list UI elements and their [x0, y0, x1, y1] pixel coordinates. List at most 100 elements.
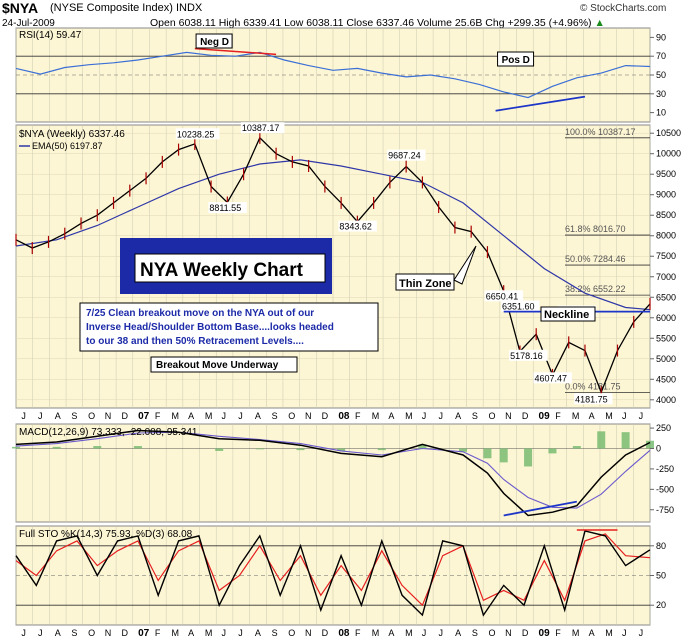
- macd-hist-bar: [296, 448, 305, 451]
- rsi-line: [15, 51, 651, 99]
- x-axis-label-bottom: S: [71, 628, 77, 638]
- price-label: 6650.41: [486, 291, 519, 301]
- x-axis-label-bottom: J: [622, 628, 627, 638]
- x-axis-label-bottom: M: [172, 628, 180, 638]
- x-axis-label: F: [155, 411, 161, 421]
- x-axis-label: J: [238, 411, 243, 421]
- price-tick-label: 7500: [656, 251, 676, 261]
- macd-hist-bar: [337, 448, 346, 451]
- symbol-desc: (NYSE Composite Index) INDX: [50, 2, 203, 14]
- note-line: to our 38 and then 50% Retracement Level…: [86, 336, 304, 347]
- neg-d-box: [195, 33, 233, 49]
- breakout-label: Breakout Move Underway: [156, 360, 279, 371]
- macd-hist-bar: [377, 448, 386, 451]
- x-axis-label-bottom: 07: [138, 628, 150, 639]
- copyright: © StockCharts.com: [580, 3, 667, 14]
- fib-label: 0.0% 4181.75: [565, 381, 621, 391]
- neg-d-label: Neg D: [200, 37, 229, 48]
- macd-hist-bar: [572, 446, 581, 449]
- macd-tick-label: 250: [656, 423, 671, 433]
- pos-d-box: [497, 51, 535, 67]
- x-axis-label-bottom: D: [121, 628, 128, 638]
- x-axis-label-bottom: J: [222, 628, 227, 638]
- macd-hist-bar: [255, 448, 264, 450]
- macd-hist-bar: [459, 448, 468, 452]
- sto-tick-label: 50: [656, 571, 666, 581]
- x-axis-label-bottom: J: [422, 628, 427, 638]
- macd-hist-bar: [548, 448, 557, 454]
- x-axis-label-bottom: N: [105, 628, 112, 638]
- x-axis-label-bottom: F: [555, 628, 561, 638]
- x-axis-label: A: [188, 411, 194, 421]
- price-tick-label: 5000: [656, 354, 676, 364]
- x-axis-label: 09: [539, 411, 551, 422]
- x-axis-label-bottom: M: [605, 628, 613, 638]
- sto-title: Full STO %K(14,3) 75.93, %D(3) 68.08: [19, 529, 193, 540]
- x-axis-label: 07: [138, 411, 150, 422]
- price-label: 10238.25: [177, 129, 215, 139]
- price-title: $NYA (Weekly) 6337.46: [19, 129, 125, 140]
- macd-hist-bar: [646, 440, 654, 449]
- price-tick-label: 8500: [656, 210, 676, 220]
- price-label: 8343.62: [339, 222, 372, 232]
- note-box: [79, 302, 379, 352]
- x-axis-label-bottom: F: [355, 628, 361, 638]
- macd-hist-bar: [12, 446, 20, 449]
- x-axis-label: O: [288, 411, 295, 421]
- symbol: $NYA: [2, 0, 39, 16]
- price-label: 8811.55: [209, 203, 241, 213]
- x-axis-label-bottom: J: [38, 628, 43, 638]
- thin-zone-box: [395, 273, 455, 291]
- macd-signal-line: [15, 431, 651, 509]
- price-label: 9687.24: [388, 151, 421, 161]
- x-axis-label-bottom: D: [322, 628, 329, 638]
- x-axis-label: J: [622, 411, 627, 421]
- price-label-bg: [509, 349, 548, 361]
- up-arrow-icon: ▲: [594, 17, 605, 29]
- price-tick-label: 10500: [656, 128, 681, 138]
- x-axis-label-bottom: J: [238, 628, 243, 638]
- ema-line: [15, 159, 651, 311]
- price-tick-label: 5500: [656, 333, 676, 343]
- price-tick-label: 4000: [656, 395, 676, 405]
- x-axis-label-bottom: A: [188, 628, 194, 638]
- x-axis-label-bottom: S: [272, 628, 278, 638]
- sto-d-line: [15, 533, 651, 607]
- x-axis-label-bottom: A: [455, 628, 461, 638]
- price-label-bg: [175, 128, 220, 140]
- price-tick-label: 9000: [656, 190, 676, 200]
- price-label-bg: [338, 220, 377, 232]
- rsi-tick-label: 70: [656, 51, 666, 61]
- price-label: 5178.16: [510, 351, 543, 361]
- x-axis-label: A: [589, 411, 595, 421]
- price-label-bg: [484, 290, 524, 302]
- price-label-bg: [500, 300, 540, 312]
- ema-legend: EMA(50) 6197.87: [32, 141, 103, 151]
- price-tick-label: 6500: [656, 292, 676, 302]
- x-axis-label: S: [272, 411, 278, 421]
- macd-divergence-line: [503, 500, 578, 517]
- price-label-bg: [240, 122, 285, 134]
- x-axis-label: M: [605, 411, 613, 421]
- price-label: 4607.47: [534, 373, 567, 383]
- x-axis-label-bottom: S: [472, 628, 478, 638]
- thin-zone-label: Thin Zone: [399, 278, 452, 290]
- x-axis-label: N: [105, 411, 112, 421]
- price-label: 4181.75: [575, 394, 608, 404]
- x-axis-label: 08: [338, 411, 350, 422]
- x-axis-label-bottom: N: [505, 628, 512, 638]
- x-axis-label-bottom: O: [88, 628, 95, 638]
- x-axis-label: O: [88, 411, 95, 421]
- x-axis-label: A: [388, 411, 394, 421]
- x-axis-label: J: [222, 411, 227, 421]
- sto-k-line: [15, 530, 651, 617]
- fib-label: 50.0% 7284.46: [565, 254, 626, 264]
- x-axis-label-bottom: M: [405, 628, 413, 638]
- price-tick-label: 6000: [656, 313, 676, 323]
- macd-tick-label: 0: [656, 444, 661, 454]
- x-axis-label: M: [572, 411, 580, 421]
- x-axis-label-bottom: M: [205, 628, 213, 638]
- x-axis-label: F: [355, 411, 361, 421]
- price-label-bg: [533, 372, 572, 384]
